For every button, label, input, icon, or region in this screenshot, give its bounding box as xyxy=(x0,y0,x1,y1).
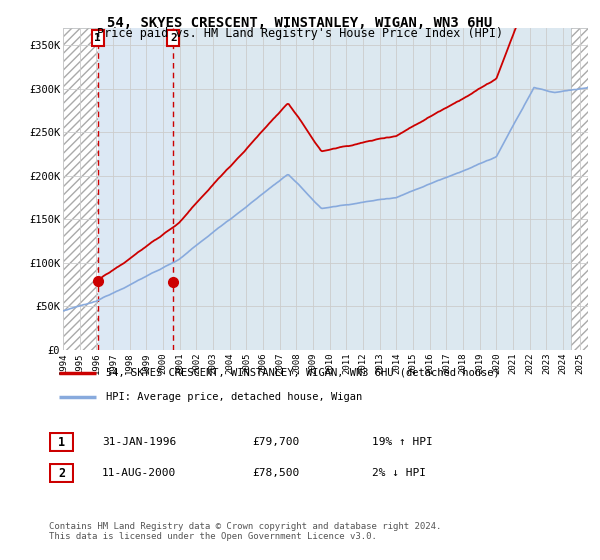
FancyBboxPatch shape xyxy=(50,464,73,482)
Text: 31-JAN-1996: 31-JAN-1996 xyxy=(102,437,176,447)
Text: Price paid vs. HM Land Registry's House Price Index (HPI): Price paid vs. HM Land Registry's House … xyxy=(97,27,503,40)
Text: Contains HM Land Registry data © Crown copyright and database right 2024.
This d: Contains HM Land Registry data © Crown c… xyxy=(49,522,442,542)
Text: 2: 2 xyxy=(170,33,177,43)
Bar xyxy=(571,28,588,350)
Text: £78,500: £78,500 xyxy=(252,468,299,478)
Bar xyxy=(63,28,98,350)
Text: 19% ↑ HPI: 19% ↑ HPI xyxy=(372,437,433,447)
Text: 2: 2 xyxy=(58,466,65,480)
Bar xyxy=(98,28,173,350)
Text: 54, SKYES CRESCENT, WINSTANLEY, WIGAN, WN3 6HU (detached house): 54, SKYES CRESCENT, WINSTANLEY, WIGAN, W… xyxy=(106,368,500,378)
Text: 1: 1 xyxy=(94,33,101,43)
Text: 54, SKYES CRESCENT, WINSTANLEY, WIGAN, WN3 6HU: 54, SKYES CRESCENT, WINSTANLEY, WIGAN, W… xyxy=(107,16,493,30)
Text: £79,700: £79,700 xyxy=(252,437,299,447)
Text: 1: 1 xyxy=(58,436,65,449)
Text: 2% ↓ HPI: 2% ↓ HPI xyxy=(372,468,426,478)
FancyBboxPatch shape xyxy=(50,433,73,451)
Text: 11-AUG-2000: 11-AUG-2000 xyxy=(102,468,176,478)
Text: HPI: Average price, detached house, Wigan: HPI: Average price, detached house, Wiga… xyxy=(106,392,362,402)
